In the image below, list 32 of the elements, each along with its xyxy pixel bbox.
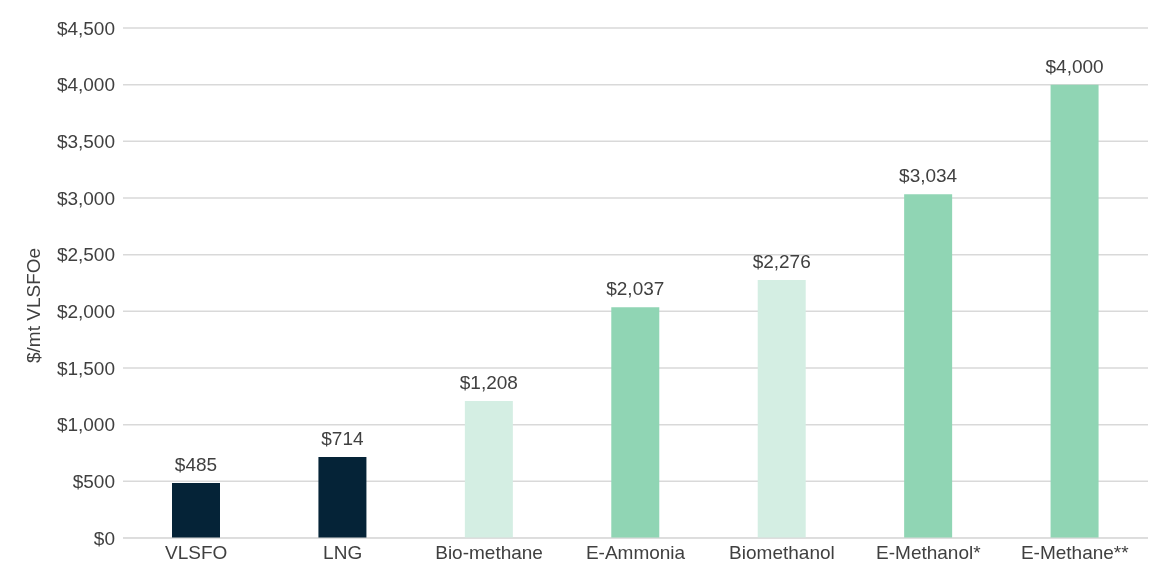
bar — [611, 307, 660, 538]
y-tick-label: $3,000 — [56, 187, 115, 209]
y-tick-label: $3,500 — [56, 131, 115, 153]
x-tick-label: LNG — [323, 542, 363, 564]
x-tick-label: Biomethanol — [729, 542, 835, 564]
bar — [1050, 84, 1099, 538]
data-label: $4,000 — [1045, 55, 1104, 77]
y-tick-label: $4,000 — [56, 74, 115, 96]
bar — [172, 483, 220, 538]
y-tick-label: $2,500 — [56, 244, 115, 266]
bar — [904, 194, 953, 538]
data-label: $714 — [321, 428, 364, 450]
bar — [757, 280, 806, 538]
bar — [318, 457, 367, 538]
data-label: $1,208 — [459, 372, 518, 394]
data-label: $2,276 — [752, 251, 811, 273]
x-tick-label: E-Ammonia — [585, 542, 686, 564]
data-label: $485 — [174, 454, 218, 476]
data-label: $3,034 — [899, 165, 958, 187]
y-tick-label: $1,000 — [56, 414, 115, 436]
data-label: $2,037 — [606, 278, 665, 300]
y-tick-label: $1,500 — [56, 357, 115, 379]
x-tick-label: Bio-methane — [435, 542, 543, 564]
x-tick-label: E-Methanol* — [876, 542, 982, 564]
x-tick-label: VLSFO — [165, 542, 228, 564]
y-axis-title: $/mt VLSFOe — [22, 247, 44, 363]
x-tick-label: E-Methane** — [1020, 542, 1130, 564]
y-tick-label: $0 — [93, 527, 115, 549]
y-tick-label: $2,000 — [56, 301, 115, 323]
bar — [464, 401, 513, 538]
y-tick-label: $4,500 — [56, 17, 115, 39]
y-tick-label: $500 — [72, 471, 115, 493]
